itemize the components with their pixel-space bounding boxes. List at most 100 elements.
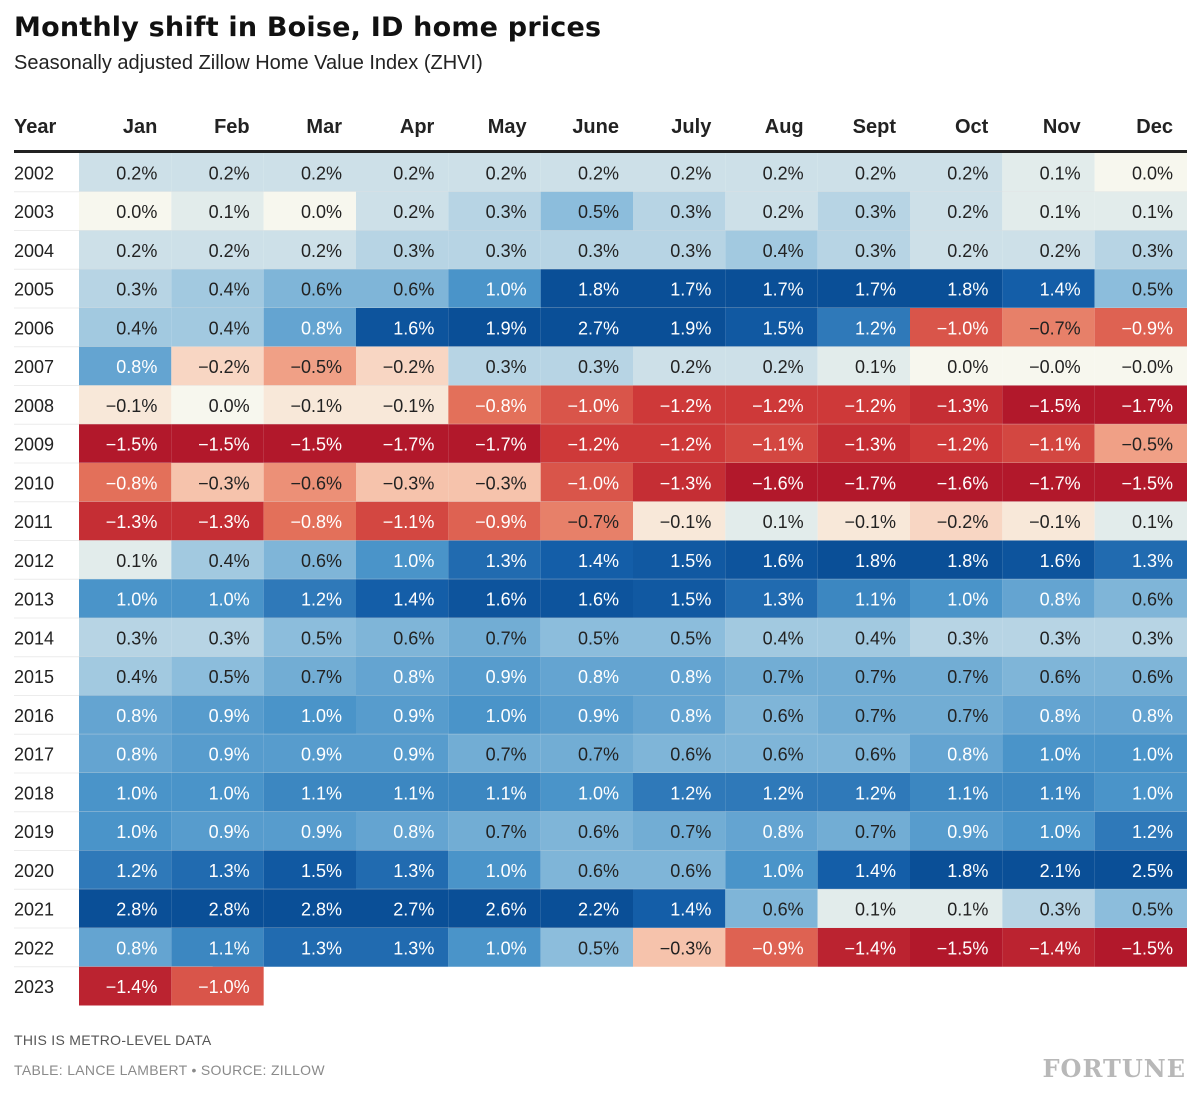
heatmap-cell: [263, 773, 356, 812]
cell-value-label: 0.4%: [855, 628, 896, 648]
heatmap-cell: [263, 579, 356, 618]
heatmap-cell: [910, 695, 1003, 735]
cell-value-label: 0.3%: [1040, 900, 1081, 920]
cell-value-label: 1.8%: [947, 551, 988, 571]
cell-value-label: −1.5%: [106, 435, 158, 455]
cell-value-label: 0.1%: [763, 512, 804, 532]
heatmap-cell: [356, 928, 449, 967]
month-header-sept: Sept: [853, 116, 897, 138]
cell-value-label: 1.6%: [1040, 551, 1081, 571]
month-header-oct: Oct: [955, 116, 989, 138]
year-label: 2005: [14, 280, 54, 300]
heatmap-cell: [725, 811, 818, 851]
heatmap-cell: [910, 308, 1003, 347]
cell-value-label: 0.8%: [116, 706, 157, 726]
cell-value-label: 0.1%: [947, 900, 988, 920]
cell-value-label: 0.7%: [763, 667, 804, 687]
cell-value-label: 0.1%: [1040, 202, 1081, 222]
heatmap-cell: [79, 269, 172, 308]
cell-value-label: −0.7%: [1029, 318, 1081, 338]
cell-value-label: 0.9%: [393, 745, 434, 765]
heatmap-cell: [448, 269, 541, 308]
cell-value-label: 1.1%: [947, 783, 988, 803]
chart-subtitle: Seasonally adjusted Zillow Home Value In…: [14, 52, 483, 74]
heatmap-cell: [633, 540, 726, 580]
cell-value-label: −1.6%: [752, 473, 804, 493]
heatmap-cell: [171, 230, 264, 270]
heatmap-cell: [1094, 501, 1187, 541]
cell-value-label: 0.8%: [116, 938, 157, 958]
heatmap-cell: [171, 191, 264, 231]
year-label: 2011: [14, 512, 53, 532]
heatmap-cell: [1002, 928, 1095, 967]
heatmap-cell: [1002, 695, 1095, 735]
cell-value-label: 1.4%: [393, 590, 434, 610]
heatmap-cell: [540, 656, 633, 696]
heatmap-cell: [171, 346, 264, 386]
cell-value-label: 1.6%: [763, 551, 804, 571]
cell-value-label: 0.2%: [947, 241, 988, 261]
cell-value-label: −1.7%: [1029, 473, 1081, 493]
cell-value-label: 2.8%: [116, 900, 157, 920]
heatmap-cell: [817, 734, 910, 773]
heatmap-cell: [725, 424, 818, 463]
cell-value-label: 0.8%: [763, 822, 804, 842]
heatmap-cell: [356, 385, 449, 425]
heatmap-cell: [171, 695, 264, 735]
cell-value-label: −0.1%: [660, 512, 712, 532]
cell-value-label: 0.2%: [486, 163, 527, 183]
year-label: 2007: [14, 357, 54, 377]
heatmap-cell: [633, 695, 726, 735]
cell-value-label: 0.2%: [670, 357, 711, 377]
heatmap-cell: [633, 191, 726, 231]
year-label: 2010: [14, 473, 54, 493]
heatmap-cell: [633, 811, 726, 851]
heatmap-cell: [633, 618, 726, 657]
cell-value-label: 0.1%: [855, 900, 896, 920]
heatmap-cell: [356, 501, 449, 541]
heatmap-cell: [540, 463, 633, 502]
cell-value-label: 0.7%: [578, 745, 619, 765]
cell-value-label: 0.3%: [486, 357, 527, 377]
heatmap-cell: [1094, 540, 1187, 580]
heatmap-cell: [1002, 269, 1095, 308]
cell-value-label: 0.3%: [486, 241, 527, 261]
cell-value-label: 0.6%: [393, 628, 434, 648]
heatmap-cell: [1094, 579, 1187, 618]
heatmap-cell: [817, 385, 910, 425]
heatmap-cell: [540, 579, 633, 618]
heatmap-cell: [910, 579, 1003, 618]
cell-value-label: 0.0%: [116, 202, 157, 222]
cell-value-label: 0.2%: [670, 163, 711, 183]
cell-value-label: 0.1%: [855, 357, 896, 377]
cell-value-label: 0.8%: [116, 745, 157, 765]
cell-value-label: 0.7%: [670, 822, 711, 842]
cell-value-label: 0.8%: [1132, 706, 1173, 726]
heatmap-cell: [633, 850, 726, 890]
cell-value-label: 0.5%: [578, 938, 619, 958]
cell-value-label: 1.8%: [947, 280, 988, 300]
heatmap-cell: [633, 734, 726, 773]
cell-value-label: 0.9%: [209, 745, 250, 765]
heatmap-cell: [817, 501, 910, 541]
heatmap-cell: [1094, 656, 1187, 696]
heatmap-cell: [540, 501, 633, 541]
year-label: 2015: [14, 667, 54, 687]
year-label: 2003: [14, 202, 54, 222]
cell-value-label: 1.2%: [301, 590, 342, 610]
cell-value-label: −1.3%: [660, 473, 712, 493]
cell-value-label: 0.3%: [578, 357, 619, 377]
cell-value-label: 1.2%: [1132, 822, 1173, 842]
heatmap-cell: [817, 928, 910, 967]
heatmap-cell: [263, 928, 356, 967]
cell-value-label: 0.6%: [393, 280, 434, 300]
cell-value-label: 0.7%: [855, 822, 896, 842]
heatmap-cell: [817, 773, 910, 812]
cell-value-label: 1.0%: [578, 783, 619, 803]
heatmap-cell: [1002, 501, 1095, 541]
cell-value-label: 0.6%: [301, 280, 342, 300]
cell-value-label: 0.0%: [947, 357, 988, 377]
heatmap-cell: [725, 656, 818, 696]
heatmap-cell: [448, 850, 541, 890]
heatmap-cell: [817, 346, 910, 386]
